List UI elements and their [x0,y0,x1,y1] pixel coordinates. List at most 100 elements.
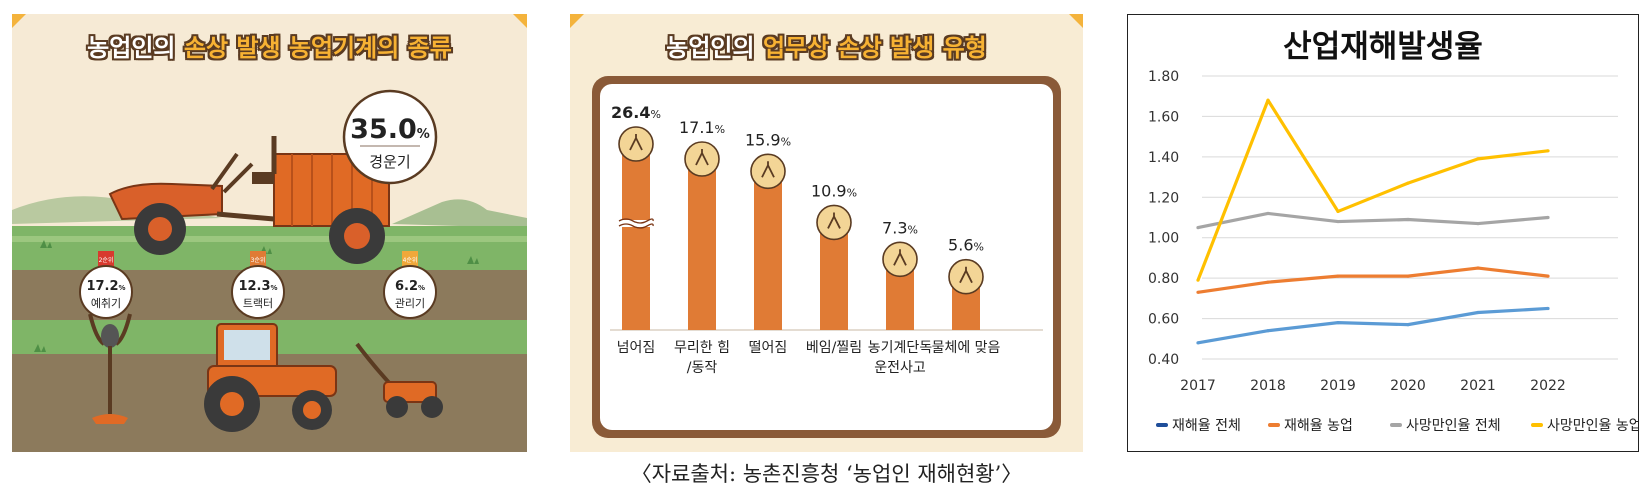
point-3-5 [1546,149,1550,153]
power-tiller-icon [108,136,390,264]
y-tick-1: 0.60 [1148,312,1179,328]
injury-icon-figure-5 [959,266,973,284]
injury-icon-5 [948,258,984,295]
category-label-4: 농기계단독 [868,340,933,356]
legend-label-3: 사망만인율 농업 [1547,418,1638,434]
injury-icon-4 [882,241,918,278]
value-label-1: 17.1% [679,118,725,137]
rank1-percent: 35.0% [350,114,430,145]
category-label-1: 무리한 힘 [674,340,730,356]
point-0-4 [1476,310,1480,315]
point-2-2 [1336,219,1340,224]
x-tick-1: 2018 [1250,378,1286,394]
point-0-1 [1266,329,1270,333]
axis-break-line-bottom [618,223,654,229]
category-label-4-line2: 운전사고 [874,360,926,376]
rank3-ribbon [250,251,266,267]
point-1-3 [1406,274,1410,278]
category-label-5: 물체에 맞음 [932,340,1001,356]
panel2-title: 농업인의 업무상 손상 발생 유형 [666,34,987,62]
rank4-ribbon [402,251,418,267]
y-tick-5: 1.40 [1148,150,1179,166]
y-tick-3: 1.00 [1148,231,1179,247]
injury-type-panel: 26.4% 넘어짐 17.1% 무리한 힘/동작 15.9% 떨어짐 10.9% 베임/찔림 7… [570,14,1083,452]
series-line-2 [1197,211,1549,230]
value-label-2: 15.9% [745,130,791,149]
value-label-3: 10.9% [811,181,857,200]
x-tick-4: 2021 [1460,378,1496,394]
series-line-3 [1196,98,1549,281]
legend-swatch-0 [1156,423,1168,427]
cultivator-icon [355,342,443,418]
injury-icon-figure-3 [827,212,841,229]
panel1-title: 농업인의 손상 발생 농업기계의 종류 [87,34,452,62]
rank4-percent: 6.2% [395,279,425,294]
x-tick-0: 2017 [1180,378,1216,394]
rank3-badge: 3순위 [251,256,266,264]
injury-icon-figure-1 [695,149,709,166]
rank4-badge: 4순위 [403,256,418,264]
point-3-0 [1196,278,1200,282]
value-label-4: 7.3% [882,218,918,237]
y-tick-0: 0.40 [1148,352,1179,368]
point-0-0 [1196,341,1200,345]
legend-label-0: 재해율 전체 [1172,418,1241,434]
x-tick-3: 2020 [1390,378,1426,394]
point-0-2 [1336,321,1340,325]
category-label-3: 베임/찔림 [806,340,862,356]
series-line-0 [1197,306,1549,345]
grass-trimmer-icon [88,313,132,424]
point-2-5 [1546,215,1550,220]
accident-rate-panel: 산업재해발생율 0.40 0.60 0.80 1.00 1.20 1.40 1.60 1.80… [1127,14,1639,452]
point-1-4 [1476,266,1480,270]
point-2-3 [1406,217,1410,222]
legend-swatch-2 [1390,423,1402,427]
machinery-illustration: 1순위 35.0% 경운기 2순위 17.2% 예취기 3순위 12.3% 트랙… [12,14,527,452]
source-caption: 〈자료출처: 농촌진흥청 ‘농업인 재해현황’〉 [630,462,1023,486]
point-2-0 [1196,226,1200,230]
bar-0 [622,140,650,330]
point-3-2 [1336,209,1340,214]
y-tick-4: 1.20 [1148,190,1179,206]
point-1-0 [1196,290,1200,294]
y-tick-7: 1.80 [1148,69,1179,85]
category-label-1-line2: /동작 [687,360,718,376]
legend-label-1: 재해율 농업 [1284,418,1353,434]
value-label-0: 26.4% [611,103,661,122]
y-tick-2: 0.80 [1148,271,1179,287]
rank1-name: 경운기 [369,153,410,171]
legend-swatch-1 [1268,423,1280,427]
injury-icon-figure-0 [629,134,643,151]
accident-line-chart: 0.40 0.60 0.80 1.00 1.20 1.40 1.60 1.80 2017 2018… [1148,69,1638,434]
value-label-5: 5.6% [948,236,984,255]
rank2-name: 예취기 [91,297,121,310]
legend-label-2: 사망만인율 전체 [1406,418,1501,434]
injury-icon-3 [816,204,852,241]
injury-icon-0 [618,126,654,162]
tractor-icon [204,323,337,432]
series-line-1 [1197,266,1549,294]
chart-title: 산업재해발생율 [1283,29,1483,65]
rank2-ribbon [98,251,114,267]
injury-bar-chart: 26.4% 넘어짐 17.1% 무리한 힘/동작 15.9% 떨어짐 10.9% 베임/찔림 7… [570,14,1083,438]
y-tick-6: 1.60 [1148,109,1179,125]
rank3-name: 트랙터 [243,297,273,310]
point-1-1 [1266,280,1270,284]
x-tick-2: 2019 [1320,378,1356,394]
injury-icon-figure-2 [761,161,775,178]
axis-break-line-top [618,218,654,224]
bar-2 [754,167,782,330]
category-label-2: 떨어짐 [749,340,788,356]
x-tick-5: 2022 [1530,378,1566,394]
point-1-2 [1336,274,1340,278]
rank2-badge: 2순위 [99,256,114,264]
point-3-3 [1406,181,1410,185]
rank3-percent: 12.3% [238,279,277,294]
bar-1 [688,155,716,330]
rank1-badge: 1순위 [381,99,398,107]
axis-break [620,220,652,227]
injury-icon-1 [684,141,720,177]
rank4-name: 관리기 [395,297,425,310]
point-2-4 [1476,221,1480,226]
point-2-1 [1266,211,1270,216]
